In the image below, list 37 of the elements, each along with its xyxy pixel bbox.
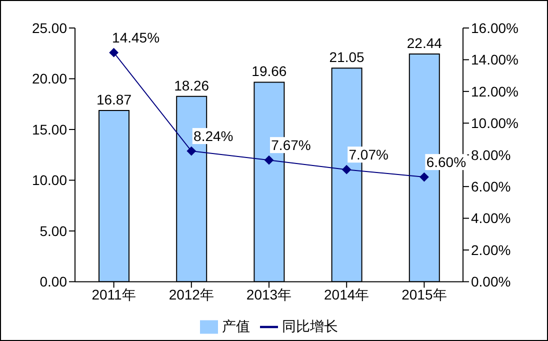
data-label: 7.07% xyxy=(348,146,388,163)
data-label: 19.66 xyxy=(252,63,287,80)
data-label: 21.05 xyxy=(329,49,365,66)
point xyxy=(186,146,196,156)
legend-label: 产值 xyxy=(222,318,250,334)
y-tick-label: 15.00 xyxy=(32,121,68,138)
data-label: 18.26 xyxy=(174,77,210,94)
x-tick-label: 2015年 xyxy=(402,286,447,303)
point xyxy=(420,172,429,182)
x-tick-label: 2013年 xyxy=(246,286,292,303)
data-label: 14.45% xyxy=(112,30,160,46)
y2-tick-label: 16.00% xyxy=(471,20,518,36)
x-tick-label: 2012年 xyxy=(168,286,214,303)
y-tick-label: 5.00 xyxy=(40,222,68,239)
data-label: 8.24% xyxy=(194,128,234,144)
data-label: 16.87 xyxy=(96,92,132,108)
y2-tick-label: 4.00% xyxy=(471,210,511,226)
y-tick-label: 20.00 xyxy=(32,70,68,87)
y2-tick-label: 10.00% xyxy=(471,115,518,132)
y2-tick-label: 8.00% xyxy=(471,146,511,163)
point xyxy=(109,48,118,58)
y-tick-label: 10.00 xyxy=(32,172,68,188)
point xyxy=(264,156,274,165)
data-label: 7.67% xyxy=(271,137,311,154)
data-label: 6.60% xyxy=(426,154,466,170)
data-label: 22.44 xyxy=(406,34,442,51)
y2-tick-label: 2.00% xyxy=(471,242,511,258)
y2-tick-label: 14.00% xyxy=(471,52,518,68)
y-tick-label: 0.00 xyxy=(40,274,68,290)
y2-tick-label: 12.00% xyxy=(471,83,518,100)
x-tick-label: 2014年 xyxy=(324,286,370,303)
x-tick-label: 2011年 xyxy=(92,286,136,303)
point xyxy=(342,165,352,174)
y2-tick-label: 6.00% xyxy=(471,178,511,195)
y-tick-label: 25.00 xyxy=(32,20,68,36)
legend-label: 同比增长 xyxy=(282,318,338,334)
y2-tick-label: 0.00% xyxy=(471,274,511,290)
